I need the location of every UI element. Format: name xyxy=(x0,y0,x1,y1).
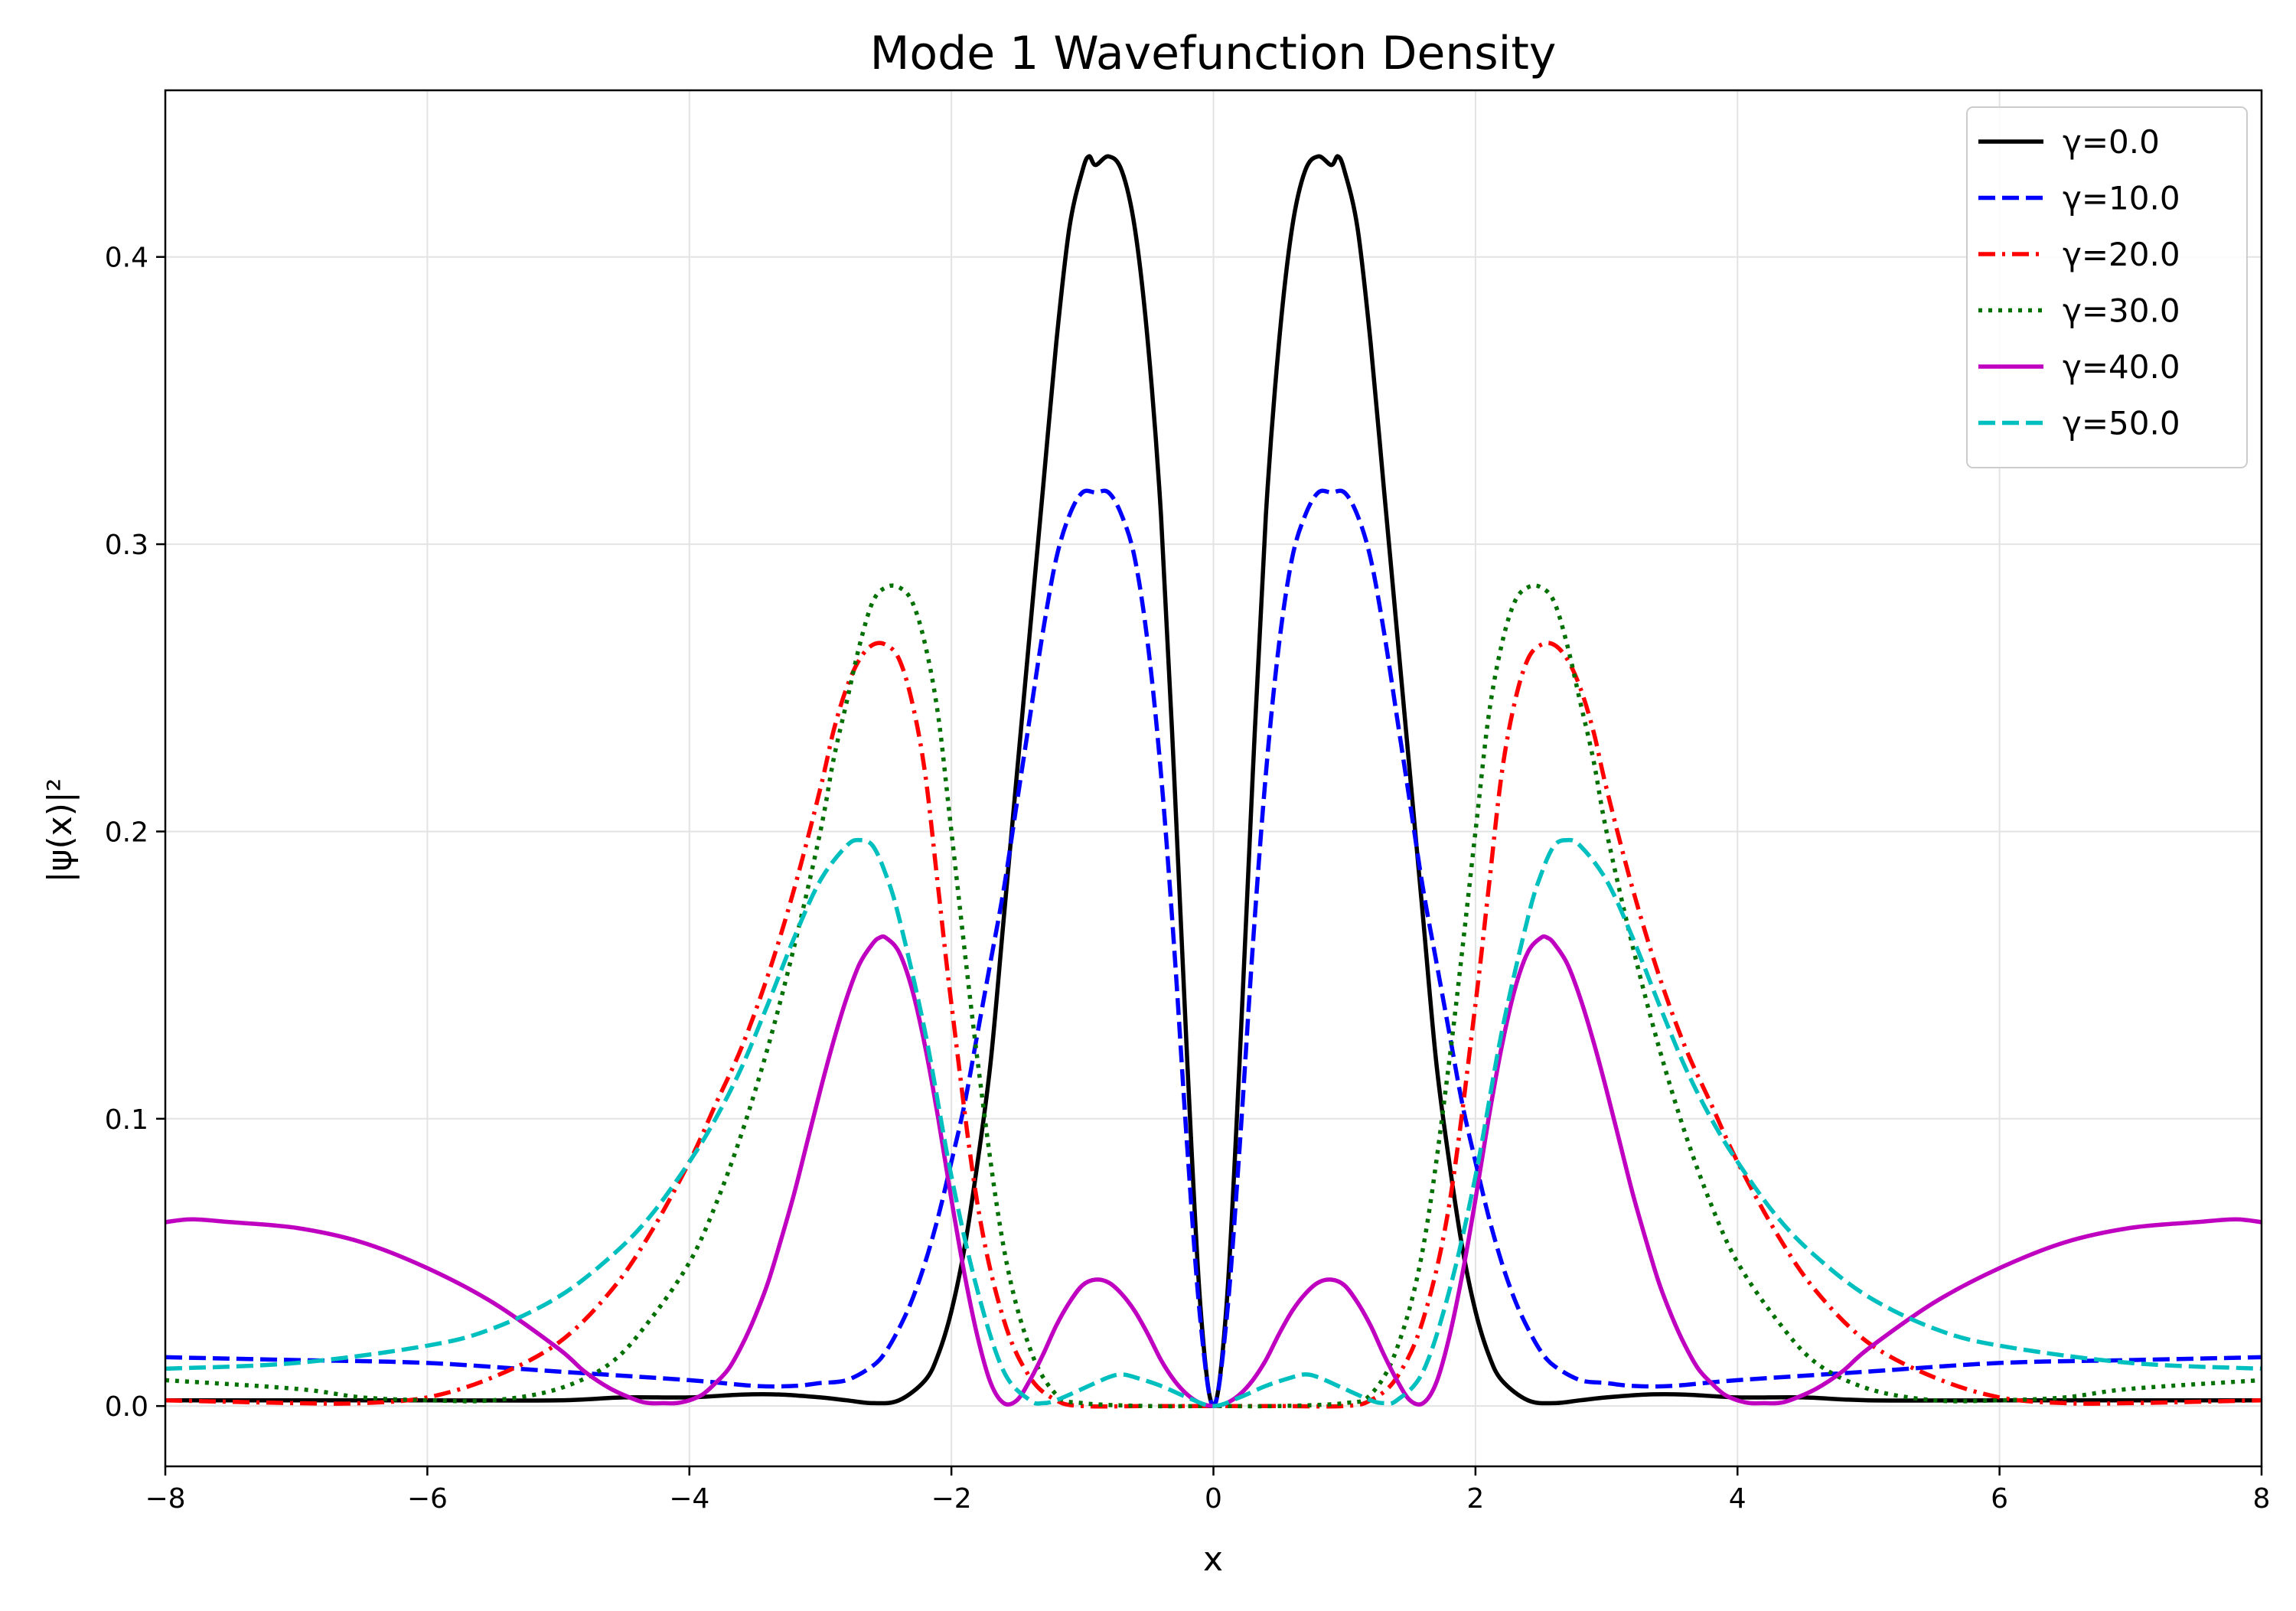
x-tick-label: −2 xyxy=(931,1483,972,1515)
x-tick-label: −8 xyxy=(145,1483,185,1515)
x-tick-label: −4 xyxy=(669,1483,709,1515)
y-tick-label: 0.2 xyxy=(105,817,148,848)
x-axis-label: x xyxy=(1203,1540,1223,1579)
legend-label-5: γ=50.0 xyxy=(2063,405,2180,442)
series-line-3 xyxy=(165,583,2262,1409)
series-line-5 xyxy=(165,837,2262,1408)
x-tick-label: 0 xyxy=(1205,1483,1222,1515)
legend-label-1: γ=10.0 xyxy=(2063,180,2180,217)
x-tick-label: −6 xyxy=(407,1483,448,1515)
legend-label-0: γ=0.0 xyxy=(2063,123,2160,161)
y-tick-label: 0.0 xyxy=(105,1391,148,1423)
y-tick-label: 0.1 xyxy=(105,1104,148,1136)
series-line-2 xyxy=(165,641,2262,1409)
legend-label-4: γ=40.0 xyxy=(2063,348,2180,386)
x-axis: −8 −6 −4 −2 0 2 4 6 8 xyxy=(145,1466,2270,1515)
legend: γ=0.0 γ=10.0 γ=20.0 γ=30.0 γ=40.0 γ=50.0 xyxy=(1966,106,2248,468)
y-axis-label: |ψ(x)|² xyxy=(41,778,80,883)
x-tick-label: 2 xyxy=(1466,1483,1484,1515)
series-layer xyxy=(165,154,2262,1409)
chart-title: Mode 1 Wavefunction Density xyxy=(870,27,1557,80)
x-tick-label: 4 xyxy=(1729,1483,1746,1515)
legend-label-2: γ=20.0 xyxy=(2063,236,2180,273)
x-tick-label: 6 xyxy=(1991,1483,2008,1515)
legend-label-3: γ=30.0 xyxy=(2063,292,2180,330)
y-tick-label: 0.3 xyxy=(105,530,148,561)
y-tick-label: 0.4 xyxy=(105,243,148,274)
y-axis: 0.0 0.1 0.2 0.3 0.4 xyxy=(105,243,165,1423)
x-tick-label: 8 xyxy=(2253,1483,2271,1515)
